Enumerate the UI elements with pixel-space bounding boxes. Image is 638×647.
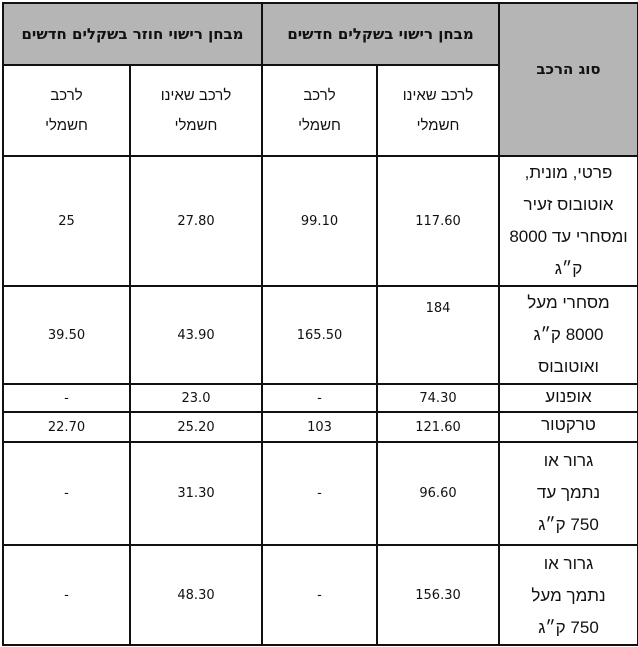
vehicle-type-cell: גרור או נתמך עד 750 ק״ג — [498, 441, 638, 546]
header-license-test: מבחן רישוי בשקלים חדשים — [261, 2, 500, 66]
value-cell: 22.70 — [2, 411, 131, 443]
value-cell: 23.0 — [129, 383, 263, 413]
value-cell: - — [261, 441, 378, 546]
table-row: גרור או נתמך מעל 750 ק״ג 156.30 - 48.30 … — [2, 544, 638, 646]
vehicle-type-cell: מסחרי מעל 8000 ק״ג ואוטובוס — [498, 285, 638, 385]
vehicle-type-cell: אופנוע — [498, 383, 638, 413]
value-cell: - — [2, 441, 131, 546]
vehicle-type-cell: פרטי, מונית, אוטובוס זעיר ומסחרי עד 8000… — [498, 155, 638, 287]
vehicle-type-cell: גרור או נתמך מעל 750 ק״ג — [498, 544, 638, 646]
value-cell: 48.30 — [129, 544, 263, 646]
value-cell: 96.60 — [376, 441, 500, 546]
table-row: גרור או נתמך עד 750 ק״ג 96.60 - 31.30 - — [2, 441, 638, 546]
value-cell: - — [2, 383, 131, 413]
value-cell: 74.30 — [376, 383, 500, 413]
header-vehicle-type: סוג הרכב — [498, 2, 638, 157]
subheader-retest-electric: לרכב חשמלי — [2, 64, 131, 157]
table-row: אופנוע 74.30 - 23.0 - — [2, 383, 638, 413]
table-row: טרקטור 121.60 103 25.20 22.70 — [2, 411, 638, 443]
value-cell: 25.20 — [129, 411, 263, 443]
value-cell: 39.50 — [2, 285, 131, 385]
subheader-test-electric: לרכב חשמלי — [261, 64, 378, 157]
header-retest: מבחן רישוי חוזר בשקלים חדשים — [2, 2, 263, 66]
vehicle-type-cell: טרקטור — [498, 411, 638, 443]
value-cell: - — [261, 383, 378, 413]
value-cell: 27.80 — [129, 155, 263, 287]
value-cell: 165.50 — [261, 285, 378, 385]
subheader-test-non-electric: לרכב שאינו חשמלי — [376, 64, 500, 157]
value-cell: 103 — [261, 411, 378, 443]
table-row: פרטי, מונית, אוטובוס זעיר ומסחרי עד 8000… — [2, 155, 638, 287]
value-cell: 184 — [376, 285, 500, 385]
value-cell: - — [261, 544, 378, 646]
value-cell: 121.60 — [376, 411, 500, 443]
table-row: מסחרי מעל 8000 ק״ג ואוטובוס 184 165.50 4… — [2, 285, 638, 385]
value-cell: 43.90 — [129, 285, 263, 385]
value-cell: 31.30 — [129, 441, 263, 546]
value-cell: 156.30 — [376, 544, 500, 646]
value-cell: 117.60 — [376, 155, 500, 287]
value-cell: 25 — [2, 155, 131, 287]
subheader-retest-non-electric: לרכב שאינו חשמלי — [129, 64, 263, 157]
value-cell: 99.10 — [261, 155, 378, 287]
value-cell: - — [2, 544, 131, 646]
